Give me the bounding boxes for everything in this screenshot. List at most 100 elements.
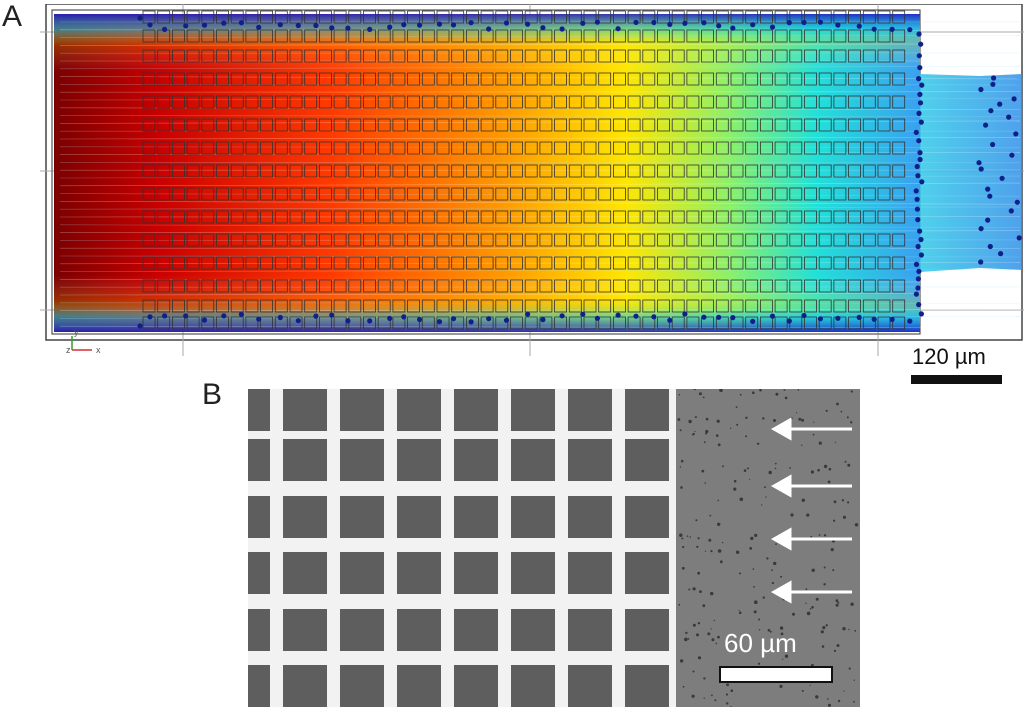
pillar (613, 95, 626, 109)
pillar (245, 49, 259, 63)
pillar (186, 279, 200, 293)
particle-speck (850, 421, 853, 424)
particle-speck (680, 486, 683, 489)
pillar (833, 95, 847, 109)
pillar (510, 29, 523, 43)
pillar (818, 233, 832, 247)
pillar (289, 279, 303, 293)
pillar (436, 233, 450, 247)
particle-dot (277, 314, 283, 321)
particle-speck (753, 610, 757, 614)
pillar (657, 72, 670, 86)
particle-dot (238, 311, 244, 317)
pillar (848, 72, 861, 86)
pillar (245, 187, 259, 201)
pillar (701, 164, 714, 178)
particle-speck (782, 658, 784, 660)
pillar (348, 187, 362, 201)
pillar (171, 95, 185, 109)
particle-speck (836, 644, 840, 647)
pillar (245, 316, 259, 330)
pillar (686, 141, 700, 155)
particle-speck (726, 702, 729, 705)
pillar (171, 299, 185, 313)
pillar (421, 164, 435, 178)
particle-speck (817, 468, 820, 472)
pillar (774, 256, 788, 270)
pillar-image (454, 439, 498, 481)
pillar (171, 256, 185, 270)
particle-dot (913, 188, 919, 194)
pillar-image (283, 389, 327, 431)
particle-speck (823, 566, 826, 569)
pillar (157, 95, 171, 109)
particle-dot (256, 24, 262, 30)
particle-speck (805, 588, 808, 591)
particle-speck (841, 499, 845, 502)
pillar (789, 233, 803, 247)
pillar (510, 141, 523, 155)
pillar (642, 118, 656, 132)
pillar-image (248, 439, 270, 481)
pillar (745, 49, 759, 63)
pillar (289, 141, 303, 155)
particle-dot (769, 313, 776, 319)
pillar (392, 118, 406, 132)
pillar (171, 187, 185, 201)
pillar (892, 316, 906, 330)
pillar (657, 164, 670, 178)
pillar (686, 164, 700, 178)
pillar (245, 210, 259, 224)
particle-speck (705, 432, 708, 435)
pillar (715, 210, 729, 224)
particle-dot (345, 25, 351, 31)
particle-speck (822, 626, 826, 630)
pillar (774, 164, 788, 178)
pillar (510, 210, 523, 224)
pillar (598, 316, 612, 330)
pillar (451, 141, 465, 155)
pillar (539, 210, 553, 224)
pillar (392, 164, 406, 178)
pillar (671, 187, 685, 201)
pillar (495, 164, 509, 178)
pillar (818, 49, 832, 63)
pillar (598, 187, 612, 201)
pillar (583, 187, 597, 201)
particle-speck (854, 629, 857, 632)
pillar (363, 316, 376, 330)
pillar (274, 210, 288, 224)
particle-speck (842, 515, 847, 519)
particle-speck (818, 441, 822, 445)
particle-dot (238, 20, 244, 26)
pillar (745, 256, 759, 270)
particle-dot (256, 316, 262, 322)
pillar (304, 118, 318, 132)
pillar (465, 299, 479, 313)
pillar (201, 141, 215, 155)
particle-speck (686, 535, 689, 537)
pillar (627, 299, 641, 313)
pillar (421, 72, 435, 86)
particle-dot (468, 319, 474, 325)
pillar (407, 187, 421, 201)
pillar (245, 10, 259, 24)
pillar (216, 256, 229, 270)
pillar (363, 72, 376, 86)
pillar (480, 210, 494, 224)
particle-speck (783, 389, 786, 391)
pillar (392, 49, 406, 63)
pillar (657, 95, 670, 109)
particle-speck (680, 459, 684, 463)
particle-speck (733, 479, 737, 483)
particle-speck (696, 545, 699, 548)
pillar (363, 299, 376, 313)
pillar (421, 279, 435, 293)
particle-dot (917, 100, 924, 106)
pillar (216, 233, 229, 247)
particle-dot (916, 268, 922, 274)
particle-dot (915, 276, 922, 282)
pillar (774, 299, 788, 313)
pillar (862, 299, 876, 313)
pillar (436, 10, 450, 24)
